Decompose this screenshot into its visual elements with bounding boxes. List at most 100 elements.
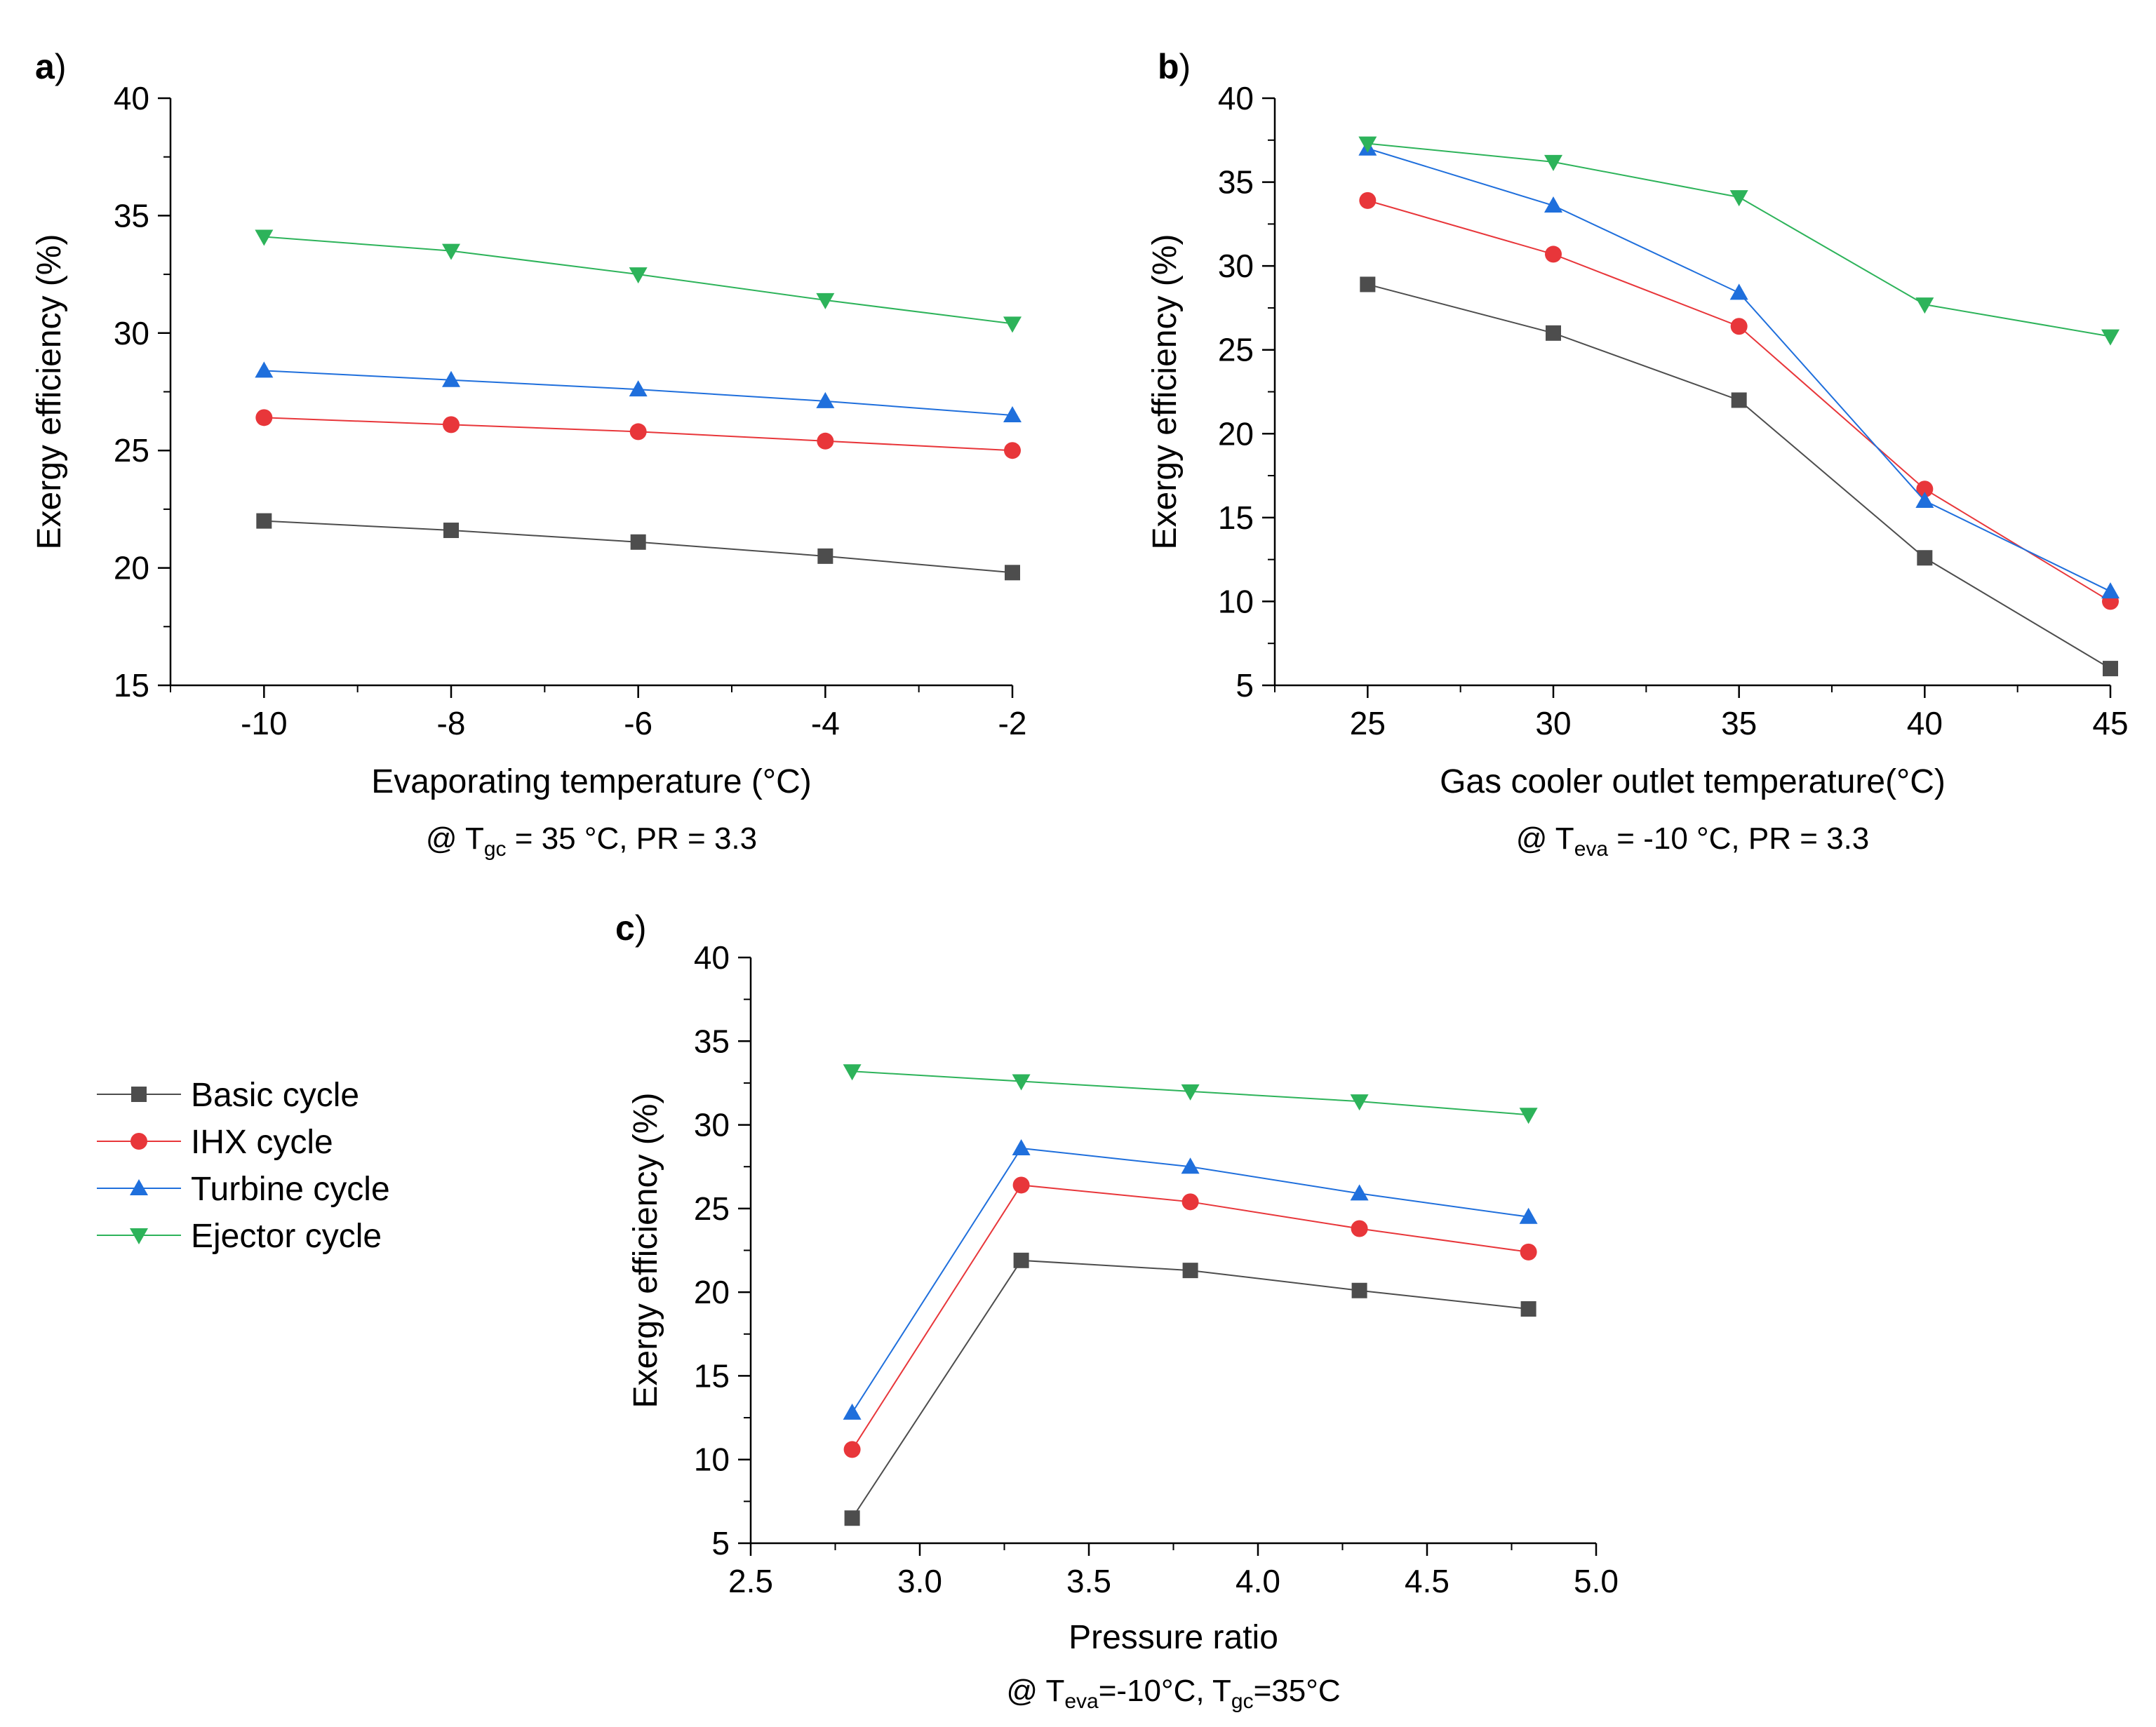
legend-entry-turbine-cycle: Turbine cycle (97, 1171, 390, 1208)
x-tick-label: -2 (998, 705, 1027, 741)
data-point (443, 416, 460, 434)
data-point (843, 1441, 861, 1458)
y-tick-label: 40 (114, 80, 149, 116)
data-point (255, 361, 274, 378)
data-point (817, 548, 833, 564)
panel-label: c) (615, 908, 646, 948)
y-tick-label: 35 (1218, 164, 1254, 201)
data-point (1358, 136, 1377, 153)
series-turbine-cycle (843, 1138, 1538, 1420)
panel-letter: c (615, 908, 635, 948)
y-tick-label: 25 (1218, 332, 1254, 368)
x-tick-label: 4.0 (1236, 1563, 1280, 1599)
data-point (1520, 1301, 1536, 1317)
data-point (1916, 481, 1934, 498)
data-point (2101, 329, 2120, 346)
condition-note: @ Teva=-10°C, Tgc=35°C (1006, 1674, 1340, 1713)
condition-rest: = -10 °C, PR = 3.3 (1608, 821, 1869, 856)
x-axis-title: Gas cooler outlet temperature(°C) (1440, 763, 1946, 800)
legend-marker (130, 1133, 147, 1150)
series-basic-cycle (844, 1252, 1536, 1526)
data-point (1731, 392, 1747, 408)
legend-label: IHX cycle (191, 1124, 333, 1161)
data-point (1544, 154, 1562, 171)
y-tick-label: 15 (694, 1357, 730, 1394)
data-point (1181, 1193, 1199, 1211)
y-tick-label: 20 (1218, 415, 1254, 452)
data-point (1003, 316, 1022, 333)
series-line (851, 1259, 1529, 1519)
y-tick-label: 10 (694, 1442, 730, 1478)
series-ihx-cycle (255, 409, 1021, 459)
series-turbine-cycle (1358, 139, 2120, 599)
y-tick-label: 40 (1218, 80, 1254, 116)
data-point (1545, 246, 1562, 263)
x-tick-label: -8 (437, 705, 466, 741)
y-tick-label: 20 (114, 550, 149, 586)
legend-label: Turbine cycle (191, 1171, 390, 1208)
legend: Basic cycle IHX cycle Turbine cycle Ejector… (97, 1077, 390, 1255)
data-point (1519, 1108, 1538, 1124)
data-point (1351, 1220, 1368, 1237)
data-point (817, 432, 834, 450)
series-line (1367, 283, 2111, 669)
y-tick-label: 5 (1236, 667, 1254, 704)
y-tick-label: 15 (1218, 499, 1254, 536)
y-tick-label: 25 (694, 1190, 730, 1227)
data-point (1003, 405, 1022, 422)
data-point (1519, 1207, 1538, 1224)
data-point (1182, 1263, 1198, 1279)
data-point (1350, 1184, 1369, 1201)
data-point (1360, 276, 1376, 293)
x-tick-label: 3.5 (1066, 1563, 1111, 1599)
series-ejector-cycle (1358, 136, 2120, 346)
data-point (1181, 1084, 1200, 1101)
data-point (1915, 491, 1934, 508)
y-axis-title: Exergy efficiency (%) (1146, 234, 1184, 550)
y-tick-label: 25 (114, 432, 149, 469)
y-tick-label: 5 (711, 1525, 730, 1561)
y-tick-label: 10 (1218, 583, 1254, 619)
y-axis-title: Exergy efficiency (%) (31, 234, 68, 550)
y-axis-title: Exergy efficiency (%) (627, 1093, 664, 1409)
y-tick-label: 40 (694, 939, 730, 976)
data-point (1181, 1157, 1200, 1174)
data-point (1544, 196, 1562, 213)
x-tick-label: 4.5 (1405, 1563, 1449, 1599)
data-point (1915, 297, 1934, 314)
data-point (1520, 1243, 1537, 1261)
series-basic-cycle (1360, 276, 2118, 677)
data-point (1005, 565, 1020, 581)
condition-note: @ Tgc = 35 °C, PR = 3.3 (426, 821, 757, 861)
x-tick-label: 5.0 (1574, 1563, 1619, 1599)
chart-panel-a: 15 20 25 30 35 40 -10 -8 -6 -4 -2 Evaporating tempe… (31, 47, 1026, 861)
data-point (1729, 283, 1748, 300)
data-point (1730, 318, 1748, 335)
x-tick-label: 45 (2092, 705, 2128, 741)
data-point (256, 513, 272, 529)
x-tick-label: 30 (1535, 705, 1571, 741)
legend-marker (131, 1087, 147, 1102)
panel-paren: ) (55, 47, 67, 86)
panel-label: a) (35, 47, 66, 86)
data-point (843, 1403, 862, 1420)
condition-prefix: @ T (1006, 1674, 1064, 1708)
condition-rest: =35°C (1254, 1674, 1341, 1708)
y-tick-label: 20 (694, 1274, 730, 1310)
data-point (1351, 1282, 1367, 1298)
series-turbine-cycle (255, 361, 1022, 422)
data-point (442, 243, 460, 260)
y-tick-label: 15 (114, 667, 149, 704)
condition-subscript: eva (1574, 838, 1609, 861)
data-point (255, 409, 273, 426)
data-point (629, 380, 648, 397)
condition-subscript: gc (484, 838, 507, 861)
legend-label: Ejector cycle (191, 1218, 382, 1255)
data-point (629, 267, 648, 284)
x-tick-label: 35 (1721, 705, 1757, 741)
y-tick-label: 35 (694, 1023, 730, 1059)
series-ejector-cycle (255, 229, 1022, 333)
y-tick-label: 30 (114, 315, 149, 351)
legend-entry-basic-cycle: Basic cycle (97, 1077, 359, 1114)
